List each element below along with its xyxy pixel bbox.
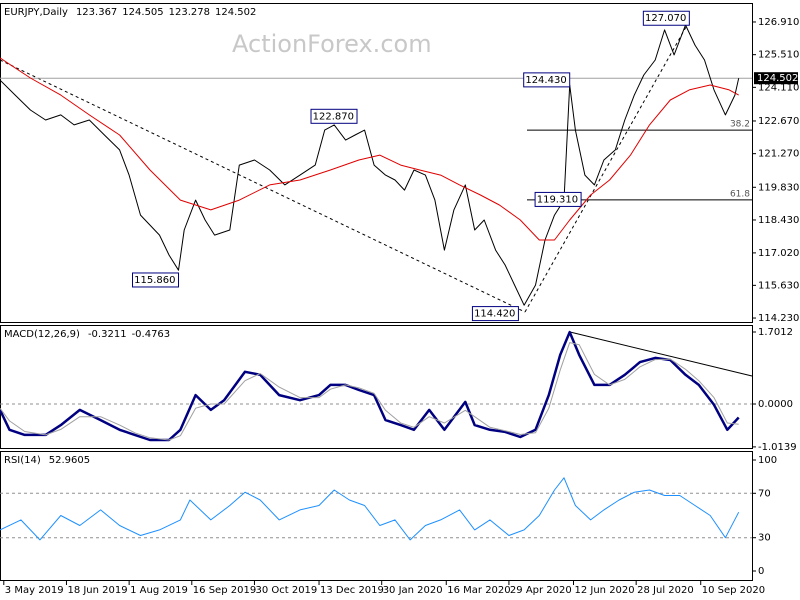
- y-tick-label: 121.270: [758, 149, 799, 160]
- y-tick-label: 117.020: [758, 248, 799, 259]
- macd-trend-line: [569, 331, 753, 377]
- annotation-label: 127.070: [645, 13, 686, 24]
- fib-label: 61.8: [730, 189, 750, 199]
- trend-line: [524, 19, 691, 313]
- x-tick-label: 30 Oct 2019: [255, 585, 317, 596]
- last-price-box: [754, 72, 798, 85]
- x-tick-label: 10 Sep 2020: [702, 585, 765, 596]
- series-line: [0, 24, 740, 306]
- header-value: 52.9605: [49, 455, 90, 466]
- annotation-label: 119.310: [537, 194, 578, 205]
- panel-title: EURJPY,Daily: [4, 7, 68, 18]
- x-tick-label: 28 Jul 2020: [637, 585, 694, 596]
- series-line: [0, 57, 739, 241]
- watermark: ActionForex.com: [232, 30, 432, 58]
- y-tick-label: 30: [758, 533, 771, 544]
- y-tick-label: 114.230: [758, 313, 799, 324]
- y-tick-label: 70: [758, 488, 771, 499]
- x-tick-label: 18 Jun 2019: [67, 585, 127, 596]
- panel-header: RSI(14) 52.9605: [4, 455, 90, 466]
- x-tick-label: 30 Jan 2020: [383, 585, 443, 596]
- price-panel: [0, 3, 753, 323]
- series-line: [0, 342, 739, 441]
- y-tick-label: 1.7012: [758, 327, 793, 338]
- y-tick-label: 125.510: [758, 50, 799, 61]
- panel-header: EURJPY,Daily 123.367 124.505 123.278 124.502: [4, 7, 256, 18]
- y-tick-label: -1.0139: [758, 442, 797, 453]
- y-tick-label: 122.670: [758, 116, 799, 127]
- annotation-box: [534, 191, 582, 207]
- annotation-label: 122.870: [313, 111, 354, 122]
- last-price-label: 124.502: [757, 73, 798, 84]
- annotation-box: [471, 306, 519, 322]
- annotation-label: 115.860: [134, 275, 175, 286]
- x-tick-label: 16 Mar 2020: [447, 585, 510, 596]
- header-value: 123.278: [169, 7, 210, 18]
- y-tick-label: 119.830: [758, 182, 799, 193]
- x-tick-label: 12 Jun 2020: [574, 585, 634, 596]
- x-tick-label: 13 Dec 2019: [320, 585, 384, 596]
- x-tick-label: 29 Apr 2020: [510, 585, 572, 596]
- annotation-box: [642, 10, 690, 26]
- rsi-panel: [0, 451, 753, 581]
- panel-header: MACD(12,26,9) -0.3211 -0.4763: [4, 329, 170, 340]
- annotation-label: 124.430: [525, 75, 566, 86]
- y-tick-label: 118.430: [758, 215, 799, 226]
- y-tick-label: 0: [758, 566, 764, 577]
- y-tick-label: 124.110: [758, 82, 799, 93]
- annotation-box: [523, 72, 571, 88]
- x-tick-label: 16 Sep 2019: [193, 585, 256, 596]
- header-value: 124.505: [122, 7, 163, 18]
- x-tick-label: 1 Aug 2019: [130, 585, 188, 596]
- panel-title: MACD(12,26,9): [4, 329, 80, 340]
- series-line: [0, 477, 740, 541]
- y-tick-label: 115.630: [758, 280, 799, 291]
- x-tick-label: 3 May 2019: [5, 585, 64, 596]
- annotation-box: [310, 108, 358, 124]
- trend-line: [0, 59, 526, 313]
- annotation-box: [132, 272, 180, 288]
- fib-label: 38.2: [730, 120, 750, 130]
- y-tick-label: 126.910: [758, 17, 799, 28]
- header-value: -0.3211: [88, 329, 127, 340]
- annotation-label: 114.420: [474, 309, 515, 320]
- header-value: -0.4763: [132, 329, 171, 340]
- header-value: 123.367: [76, 7, 117, 18]
- series-line: [0, 330, 740, 442]
- y-tick-label: 0.0000: [758, 399, 793, 410]
- macd-panel: [0, 325, 753, 449]
- header-value: 124.502: [215, 7, 256, 18]
- panel-title: RSI(14): [4, 455, 41, 466]
- y-tick-label: 100: [758, 455, 777, 466]
